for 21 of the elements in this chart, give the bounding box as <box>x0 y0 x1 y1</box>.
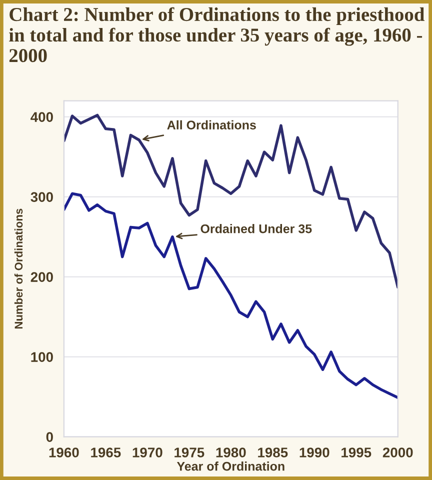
y-tick-label: 100 <box>31 352 53 362</box>
x-tick-label: 1990 <box>300 448 330 458</box>
y-tick-label: 200 <box>30 272 53 282</box>
x-tick-label: 1985 <box>258 448 288 458</box>
x-tick-label: 1975 <box>174 448 204 458</box>
annotation: Ordained Under 35 <box>200 224 312 234</box>
chart-title: Chart 2: Number of Ordinations to the priesthood in total and for those under 35 years of age, 1960 - 2000 <box>9 7 425 62</box>
y-tick-label: 300 <box>30 192 53 202</box>
x-tick-label: 1965 <box>91 448 121 458</box>
x-tick-label: 2000 <box>382 448 413 458</box>
x-tick-label: 1970 <box>132 448 162 458</box>
line-series <box>64 114 398 289</box>
y-tick-label: 0 <box>46 432 53 442</box>
y-tick-label: 400 <box>30 112 53 122</box>
x-tick-label: 1960 <box>49 448 79 458</box>
x-tick-label: 1980 <box>216 448 246 458</box>
x-axis-title: Year of Ordination <box>176 462 284 471</box>
line-series <box>64 192 398 399</box>
y-axis-title: Number of Ordinations <box>14 208 23 329</box>
x-tick-label: 1995 <box>342 448 372 458</box>
annotation: All Ordinations <box>167 120 256 130</box>
